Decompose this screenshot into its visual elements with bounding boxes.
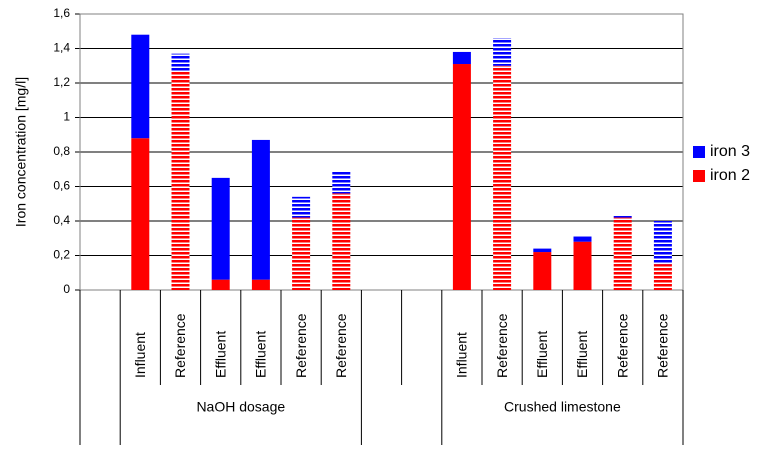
bar-segment bbox=[452, 51, 471, 65]
group-label: Crushed limestone bbox=[504, 399, 621, 415]
x-tick-label: Influent bbox=[454, 332, 470, 378]
y-tick-label: 0,8 bbox=[53, 144, 70, 158]
y-tick-label: 1,4 bbox=[53, 41, 70, 55]
x-tick-label: Reference bbox=[172, 313, 188, 378]
plot-frame bbox=[79, 13, 684, 291]
bar-segment bbox=[452, 64, 471, 291]
y-tick-label: 0 bbox=[63, 282, 70, 296]
y-tick-label: 0,6 bbox=[53, 179, 70, 193]
x-tick-label: Effluent bbox=[574, 331, 590, 378]
legend-swatch bbox=[693, 170, 705, 182]
y-tick-label: 1 bbox=[63, 110, 70, 124]
y-tick-label: 0,4 bbox=[53, 213, 70, 227]
legend-label: iron 2 bbox=[710, 167, 750, 184]
bar-segment bbox=[131, 138, 150, 290]
x-tick-label: Effluent bbox=[253, 331, 269, 378]
y-tick-label: 0,2 bbox=[53, 248, 70, 262]
bar-segment bbox=[493, 38, 512, 66]
bar-segment bbox=[211, 177, 230, 280]
x-tick-label: Effluent bbox=[212, 331, 228, 378]
bar-segment bbox=[533, 252, 552, 290]
bar-segment bbox=[653, 221, 672, 265]
bar-segment bbox=[211, 279, 230, 290]
x-tick-label: Effluent bbox=[534, 331, 550, 378]
bar-segment bbox=[171, 70, 190, 290]
bar-segment bbox=[533, 248, 552, 253]
x-tick-label: Influent bbox=[132, 332, 148, 378]
bar-segment bbox=[573, 241, 592, 290]
bar-segment bbox=[251, 139, 270, 280]
bar-segment bbox=[251, 279, 270, 290]
bar-segment bbox=[171, 53, 190, 71]
bar-segment bbox=[131, 34, 150, 139]
bar-segment bbox=[613, 215, 632, 218]
bar-segment bbox=[573, 236, 592, 242]
bar-segment bbox=[332, 193, 351, 290]
x-tick-label: Reference bbox=[333, 313, 349, 378]
bar-segment bbox=[332, 170, 351, 194]
x-tick-label: Reference bbox=[655, 313, 671, 378]
bar-segment bbox=[292, 217, 311, 290]
y-tick-label: 1,6 bbox=[53, 6, 70, 20]
bar-segment bbox=[292, 196, 311, 218]
bar-segment bbox=[493, 65, 512, 290]
x-tick-label: Reference bbox=[293, 313, 309, 378]
y-tick-label: 1,2 bbox=[53, 75, 70, 89]
group-label: NaOH dosage bbox=[196, 399, 285, 415]
bar-segment bbox=[653, 264, 672, 290]
legend-swatch bbox=[693, 146, 705, 158]
x-tick-label: Reference bbox=[614, 313, 630, 378]
y-axis-label: Iron concentration [mg/l] bbox=[13, 77, 29, 227]
bar-segment bbox=[613, 217, 632, 290]
x-tick-label: Reference bbox=[494, 313, 510, 378]
legend-label: iron 3 bbox=[710, 143, 750, 160]
